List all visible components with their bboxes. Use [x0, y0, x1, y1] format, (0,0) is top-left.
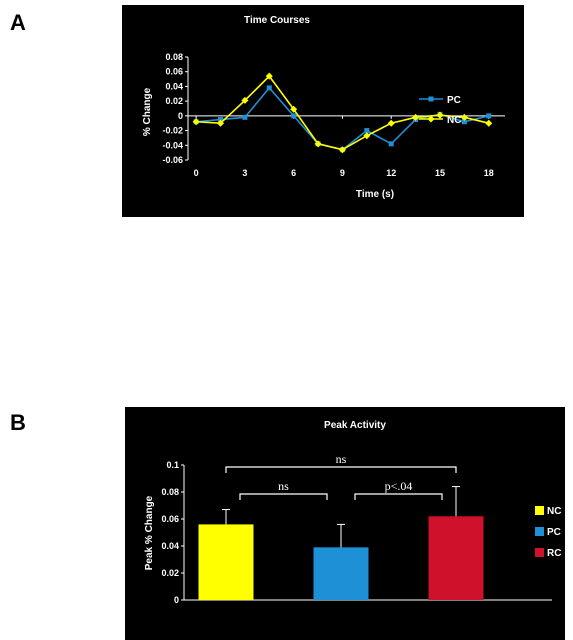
data-point-nc: [460, 113, 468, 121]
y-tick-label: 0.06: [161, 514, 179, 524]
legend-label-rc: RC: [547, 548, 561, 559]
y-tick-label: -0.02: [162, 126, 183, 136]
x-tick-label: 12: [386, 168, 396, 178]
x-tick-label: 18: [484, 168, 494, 178]
legend-swatch-nc: [535, 506, 544, 515]
significance-bracket: [239, 493, 328, 500]
data-point-nc: [192, 118, 200, 126]
legend-swatch-rc: [535, 548, 544, 557]
significance-bracket: [225, 466, 457, 473]
data-point-nc: [436, 111, 444, 119]
peak-activity-ylabel: Peak % Change: [144, 495, 155, 570]
time-courses-title: Time Courses: [244, 15, 310, 26]
legend-label-pc: PC: [547, 527, 561, 538]
y-tick-label: 0.06: [165, 67, 183, 77]
time-courses-plot: 0.08 0.06 0.04 0.02 0 -0.02 -0.04 -0.06 0 3 6 9 12 15…: [162, 52, 505, 178]
time-courses-chart: Time Courses % Change Time (s) 0.080.060…: [122, 5, 524, 217]
data-point-nc: [241, 96, 249, 104]
y-tick-label: 0.02: [161, 568, 179, 578]
panel-label-b: B: [10, 410, 26, 435]
data-point-nc: [412, 113, 420, 121]
x-tick-label: 6: [291, 168, 296, 178]
time-courses-background: [122, 5, 524, 217]
legend-label-pc: PC: [447, 95, 461, 106]
data-point-pc: [291, 113, 297, 119]
x-tick-label: 15: [435, 168, 445, 178]
y-tick-label: 0.04: [161, 541, 179, 551]
data-point-pc: [461, 119, 467, 125]
significance-label: ns: [336, 452, 347, 466]
peak-activity-plot: 0 0.02 0.04 0.06 0.08 0.1 NC PC RC ns ns p<.04: [161, 452, 561, 605]
significance-label: p<.04: [385, 479, 413, 493]
y-tick-label: 0.04: [165, 81, 183, 91]
data-point-pc: [388, 141, 394, 147]
y-tick-label: 0.1: [166, 460, 179, 470]
data-point-nc: [314, 140, 322, 148]
x-tick-label: 3: [242, 168, 247, 178]
significance-bracket: [354, 493, 443, 500]
y-tick-label: 0: [178, 111, 183, 121]
x-tick-label: 9: [340, 168, 345, 178]
time-courses-xlabel: Time (s): [356, 189, 394, 200]
legend-swatch-pc: [535, 527, 544, 536]
data-point-nc: [290, 105, 298, 113]
y-tick-label: 0.02: [165, 96, 183, 106]
data-point-nc: [485, 119, 493, 127]
x-tick-label: 0: [194, 168, 199, 178]
bar-rc: [428, 516, 484, 600]
y-tick-label: -0.06: [162, 155, 183, 165]
legend-marker-nc: [427, 115, 435, 123]
bar-pc: [313, 547, 369, 600]
data-point-pc: [266, 85, 272, 91]
data-point-nc: [265, 72, 273, 80]
legend-label-nc: NC: [447, 115, 461, 126]
peak-activity-title: Peak Activity: [324, 420, 386, 431]
y-tick-label: 0.08: [165, 52, 183, 62]
data-point-pc: [486, 113, 492, 119]
peak-activity-background: [125, 407, 565, 640]
significance-label: ns: [278, 479, 289, 493]
y-tick-label: 0.08: [161, 487, 179, 497]
y-tick-label: -0.04: [162, 140, 183, 150]
legend-marker-pc: [428, 96, 434, 102]
data-point-nc: [217, 119, 225, 127]
data-point-nc: [338, 146, 346, 154]
peak-activity-chart: Peak Activity Peak % Change 0 0.02 0.04 0.0…: [125, 407, 565, 640]
panel-label-a: A: [10, 10, 26, 35]
y-tick-label: 0: [174, 595, 179, 605]
data-point-nc: [363, 132, 371, 140]
legend-label-nc: NC: [547, 506, 561, 517]
data-point-pc: [242, 114, 248, 120]
data-point-pc: [218, 117, 224, 123]
data-point-pc: [364, 128, 370, 134]
data-point-nc: [387, 119, 395, 127]
time-courses-ylabel: % Change: [142, 87, 153, 136]
bar-nc: [198, 524, 254, 600]
